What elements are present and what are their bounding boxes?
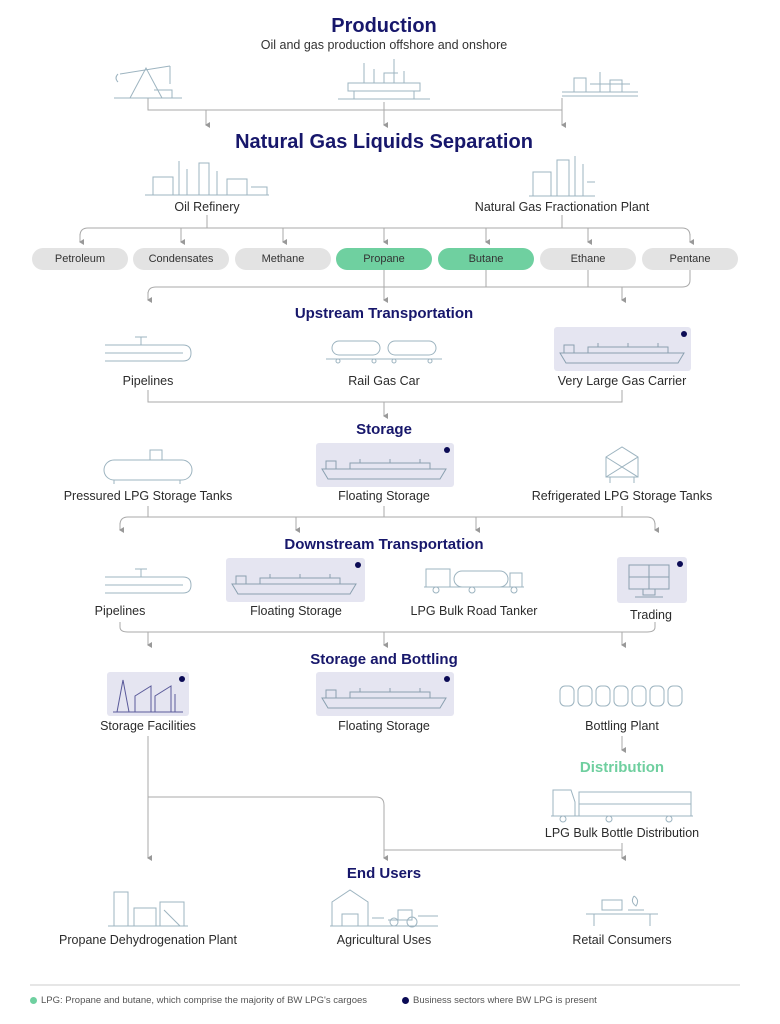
- storage-label: Pressured LPG Storage Tanks: [63, 489, 233, 503]
- downstream-label: Pipelines: [94, 604, 146, 618]
- floating-storage-highlight: [316, 443, 454, 487]
- end-user-label: Retail Consumers: [572, 933, 672, 947]
- bottling-title: Storage and Bottling: [310, 651, 458, 668]
- vlgc-highlight: [554, 327, 691, 371]
- pill-butane: Butane: [438, 248, 534, 270]
- end-user-label: Propane Dehydrogenation Plant: [59, 933, 237, 947]
- rail-gas-car-icon: [326, 340, 442, 364]
- trading-screens-icon: [628, 564, 670, 598]
- trading-highlight: [617, 557, 687, 603]
- onshore-facility-icon: [562, 72, 638, 97]
- upstream-title: Upstream Transportation: [294, 305, 474, 322]
- downstream-label: LPG Bulk Road Tanker: [410, 604, 538, 618]
- bottle-truck-icon: [551, 789, 693, 823]
- refrigerated-tank-icon: [605, 446, 639, 483]
- storage-label: Floating Storage: [338, 489, 430, 503]
- gas-carrier-icon: [321, 459, 447, 480]
- bottling-label: Bottling Plant: [585, 719, 659, 733]
- lpg-dot: [30, 997, 37, 1004]
- present-dot: [402, 997, 409, 1004]
- bw-present-dot: [681, 331, 687, 337]
- downstream-label: Floating Storage: [250, 604, 342, 618]
- storage-facility-icon: [113, 679, 183, 713]
- floating-storage-highlight: [316, 672, 454, 716]
- pill-petroleum: Petroleum: [32, 248, 128, 270]
- farm-icon: [330, 889, 438, 928]
- floating-storage-highlight: [226, 558, 365, 602]
- bw-present-dot: [444, 447, 450, 453]
- downstream-title: Downstream Transportation: [284, 536, 484, 553]
- offshore-platform-icon: [338, 59, 430, 100]
- legend-present: Business sectors where BW LPG is present: [402, 995, 597, 1006]
- storage-title: Storage: [356, 421, 412, 438]
- gas-carrier-icon: [231, 574, 357, 595]
- ngl-title: Natural Gas Liquids Separation: [235, 131, 533, 153]
- upstream-label: Pipelines: [122, 374, 174, 388]
- legend-lpg-text: LPG: Propane and butane, which comprise …: [41, 995, 368, 1006]
- pump-jack-icon: [114, 65, 182, 99]
- fractionation-plant-icon: [529, 156, 595, 197]
- pipeline-icon: [105, 568, 192, 594]
- storage-facilities-highlight: [107, 672, 189, 716]
- distribution-title: Distribution: [579, 759, 665, 776]
- legend-lpg: LPG: Propane and butane, which comprise …: [30, 995, 367, 1006]
- upstream-label: Rail Gas Car: [348, 374, 420, 388]
- gas-carrier-icon: [559, 343, 685, 364]
- distribution-label: LPG Bulk Bottle Distribution: [544, 826, 700, 840]
- bw-present-dot: [355, 562, 361, 568]
- pressured-tank-icon: [103, 449, 193, 484]
- bottling-label: Floating Storage: [338, 719, 430, 733]
- bw-present-dot: [444, 676, 450, 682]
- pill-ethane: Ethane: [540, 248, 636, 270]
- storage-label: Refrigerated LPG Storage Tanks: [531, 489, 713, 503]
- stove-icon: [586, 895, 658, 926]
- oil-refinery-label: Oil Refinery: [174, 200, 240, 214]
- pill-methane: Methane: [235, 248, 331, 270]
- end-users-title: End Users: [346, 865, 422, 882]
- pill-propane: Propane: [336, 248, 432, 270]
- pill-pentane: Pentane: [642, 248, 738, 270]
- oil-refinery-icon: [145, 161, 269, 196]
- upstream-label: Very Large Gas Carrier: [557, 374, 687, 388]
- downstream-label: Trading: [630, 608, 672, 622]
- pdh-plant-icon: [108, 891, 188, 927]
- end-user-label: Agricultural Uses: [336, 933, 432, 947]
- bottling-label: Storage Facilities: [100, 719, 196, 733]
- legend-present-text: Business sectors where BW LPG is present: [413, 995, 597, 1006]
- road-tanker-icon: [424, 568, 524, 594]
- bw-present-dot: [677, 561, 683, 567]
- gas-bottles-icon: [559, 685, 683, 707]
- bw-present-dot: [179, 676, 185, 682]
- gas-carrier-icon: [321, 688, 447, 709]
- fractionation-plant-label: Natural Gas Fractionation Plant: [474, 200, 650, 214]
- pipeline-icon: [105, 336, 192, 362]
- production-subtitle: Oil and gas production offshore and onsh…: [260, 38, 508, 52]
- production-title: Production: [331, 15, 437, 37]
- pill-condensates: Condensates: [133, 248, 229, 270]
